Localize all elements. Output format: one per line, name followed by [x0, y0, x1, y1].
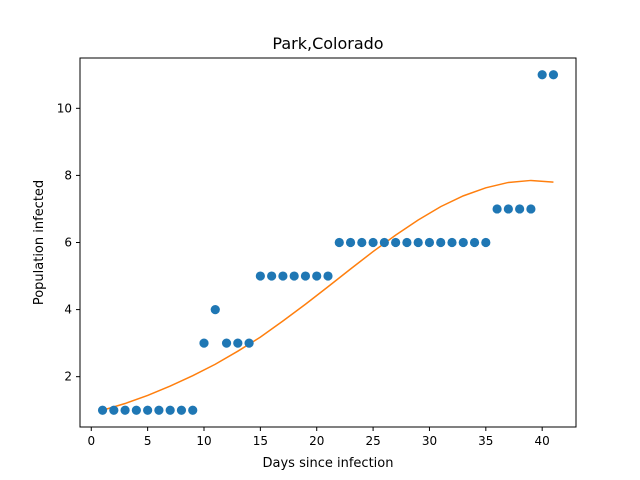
fit-curve: [102, 179, 554, 411]
x-tick-label: 5: [144, 434, 152, 448]
data-point: [345, 237, 356, 248]
data-point: [526, 204, 536, 214]
x-tick-label: 10: [196, 434, 211, 448]
fit-layer: [102, 179, 554, 411]
data-point: [537, 70, 547, 80]
data-point: [188, 405, 198, 415]
data-point: [97, 405, 108, 415]
chart-title: Park,Colorado: [272, 34, 383, 53]
data-point: [289, 271, 299, 281]
x-tick-label: 30: [422, 434, 437, 448]
x-tick-label: 35: [478, 434, 493, 448]
data-point: [300, 271, 311, 281]
data-point: [458, 237, 468, 248]
points-layer: [97, 70, 559, 415]
y-tick-label: 6: [64, 236, 72, 250]
x-tick-label: 20: [309, 434, 324, 448]
x-tick-label: 40: [535, 434, 550, 448]
y-tick-label: 8: [64, 168, 72, 182]
y-tick-label: 10: [57, 101, 72, 115]
data-point: [424, 237, 435, 248]
data-point: [176, 405, 187, 415]
data-point: [165, 405, 175, 415]
data-point: [255, 271, 265, 281]
data-point: [368, 237, 378, 248]
data-point: [323, 271, 333, 281]
data-point: [221, 338, 232, 348]
data-point: [109, 405, 119, 415]
x-axis-label: Days since infection: [263, 456, 394, 471]
data-point: [481, 237, 491, 248]
data-point: [413, 237, 423, 248]
x-tick-label: 25: [365, 434, 380, 448]
data-point: [334, 237, 344, 248]
data-point: [402, 237, 412, 248]
data-point: [312, 271, 322, 281]
data-point: [379, 237, 389, 248]
data-point: [267, 271, 277, 281]
y-tick-label: 4: [64, 303, 72, 317]
data-point: [436, 237, 446, 248]
y-axis-label: Population infected: [32, 180, 47, 305]
data-point: [357, 237, 367, 248]
data-point: [492, 204, 502, 214]
data-point: [244, 338, 254, 348]
data-point: [120, 405, 130, 415]
data-point: [447, 237, 457, 248]
x-tick-label: 15: [253, 434, 268, 448]
data-point: [469, 237, 480, 248]
data-point: [548, 70, 559, 80]
data-point: [391, 237, 401, 248]
y-axis: 2 4 6 8 10: [57, 101, 80, 384]
x-tick-label: 0: [87, 434, 95, 448]
x-axis: 0 5 10 15 20 25 30 35 40: [87, 427, 550, 448]
data-point: [233, 338, 243, 348]
data-point: [154, 405, 164, 415]
data-point: [278, 271, 288, 281]
y-tick-label: 2: [64, 370, 72, 384]
data-point: [131, 405, 141, 415]
data-point: [143, 405, 153, 415]
data-point: [503, 204, 513, 214]
data-point: [515, 204, 525, 214]
data-point: [210, 304, 220, 315]
data-point: [199, 338, 209, 348]
